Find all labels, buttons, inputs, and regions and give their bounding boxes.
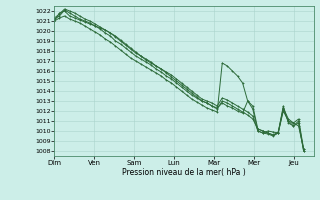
X-axis label: Pression niveau de la mer( hPa ): Pression niveau de la mer( hPa ) [122,168,246,177]
